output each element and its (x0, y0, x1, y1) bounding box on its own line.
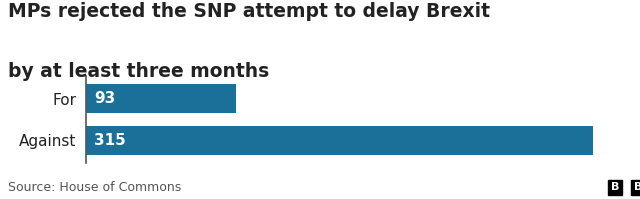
Text: MPs rejected the SNP attempt to delay Brexit: MPs rejected the SNP attempt to delay Br… (8, 2, 490, 21)
Bar (86, 126, 593, 155)
Bar (86, 84, 236, 113)
Text: 93: 93 (95, 91, 116, 106)
Text: Source: House of Commons: Source: House of Commons (8, 181, 181, 194)
Text: by at least three months: by at least three months (8, 62, 269, 81)
Text: 315: 315 (95, 133, 126, 148)
Text: B: B (634, 182, 640, 192)
Text: B: B (611, 182, 620, 192)
